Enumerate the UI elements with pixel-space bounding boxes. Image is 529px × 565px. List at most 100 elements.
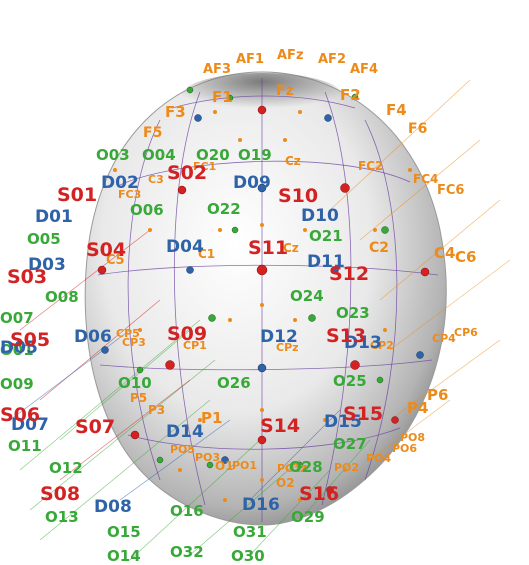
eeg-label: AF1 bbox=[236, 52, 264, 67]
eeg-label: F1 bbox=[212, 88, 233, 106]
eeg-label: PO5 bbox=[170, 443, 195, 456]
eeg-label: PO1 bbox=[232, 459, 257, 472]
eeg-label: FC3 bbox=[118, 188, 141, 201]
source-label: S08 bbox=[40, 483, 80, 505]
optode-label: O28 bbox=[289, 458, 323, 476]
detector-labels: D01 D02 D03 D04 D05 D06 D07 D08 D09 D10 … bbox=[0, 173, 382, 517]
optode-label: O03 bbox=[96, 146, 130, 164]
eeg-label: Cz bbox=[283, 241, 299, 255]
optode-label: O24 bbox=[290, 287, 324, 305]
source-label: S06 bbox=[0, 404, 40, 426]
source-label: S15 bbox=[343, 403, 383, 425]
optode-labels: O01 O03 O04 O05 O06 O07 O08 O09 O10 O11 … bbox=[0, 146, 370, 565]
eeg-label: P5 bbox=[130, 391, 147, 405]
eeg-label: P6 bbox=[427, 386, 448, 404]
eeg-label: CP2 bbox=[370, 339, 394, 352]
source-label: S12 bbox=[329, 263, 369, 285]
eeg-label: AF2 bbox=[318, 52, 346, 67]
electrode-dots bbox=[97, 86, 430, 502]
grid-lines bbox=[97, 78, 439, 522]
eeg-label: F6 bbox=[408, 121, 427, 137]
source-labels: S01 S02 S03 S04 S05 S06 S07 S08 S09 S10 … bbox=[0, 162, 383, 505]
optode-label: O06 bbox=[130, 201, 164, 219]
eeg-label: C1 bbox=[198, 247, 215, 261]
optode-label: O12 bbox=[49, 459, 83, 477]
source-label: S07 bbox=[75, 416, 115, 438]
eeg-label: PO2 bbox=[334, 461, 359, 474]
eeg-label: AF3 bbox=[203, 62, 231, 77]
eeg-label: CP1 bbox=[183, 339, 207, 352]
eeg-label: Fz bbox=[276, 83, 294, 99]
optode-label: O11 bbox=[8, 437, 42, 455]
eeg-label: PO6 bbox=[392, 442, 417, 455]
optode-label: O15 bbox=[107, 523, 141, 541]
optode-label: O25 bbox=[333, 372, 367, 390]
optode-label: O22 bbox=[207, 200, 241, 218]
eeg-label: Cz bbox=[285, 154, 301, 168]
eeg-label: CP3 bbox=[122, 336, 146, 349]
optode-label: O32 bbox=[170, 543, 204, 561]
optode-label: O20 bbox=[196, 146, 230, 164]
eeg-label: CP6 bbox=[454, 326, 478, 339]
detector-label: D12 bbox=[260, 327, 298, 347]
eeg-label: C6 bbox=[455, 248, 476, 266]
eeg-label: FC2 bbox=[358, 159, 383, 173]
detector-label: D14 bbox=[166, 422, 204, 442]
detector-label: D10 bbox=[301, 206, 339, 226]
optode-label: O29 bbox=[291, 508, 325, 526]
optode-label: O01 bbox=[0, 341, 34, 359]
optode-label: O13 bbox=[45, 508, 79, 526]
source-label: S13 bbox=[326, 325, 366, 347]
source-label: S04 bbox=[86, 239, 126, 261]
optode-label: O27 bbox=[333, 435, 367, 453]
detector-label: D02 bbox=[101, 173, 139, 193]
detector-label: D04 bbox=[166, 237, 204, 257]
detector-label: D05 bbox=[0, 338, 38, 358]
eeg-label: C4 bbox=[434, 244, 455, 262]
detector-label: D08 bbox=[94, 497, 132, 517]
eeg-label: P1 bbox=[201, 409, 222, 427]
detector-label: D13 bbox=[344, 333, 382, 353]
eeg-label: CP5 bbox=[116, 327, 140, 340]
eeg-label: PO8 bbox=[400, 431, 425, 444]
eeg-label: C3 bbox=[148, 173, 164, 186]
source-label: S02 bbox=[167, 162, 207, 184]
eeg-label: F3 bbox=[165, 103, 186, 121]
source-label: S11 bbox=[248, 237, 288, 259]
head-surface bbox=[84, 71, 447, 526]
eeg-label: F4 bbox=[386, 101, 407, 119]
eeg-label: FC6 bbox=[437, 183, 464, 198]
optode-label: O04 bbox=[142, 146, 176, 164]
eeg-label: P3 bbox=[148, 403, 165, 417]
eeg-label: P4 bbox=[407, 399, 428, 417]
optode-label: O14 bbox=[107, 547, 141, 565]
eeg-label: F5 bbox=[143, 125, 162, 141]
source-label: S14 bbox=[260, 415, 300, 437]
detector-label: D07 bbox=[11, 415, 49, 435]
eeg-label: FC4 bbox=[413, 172, 438, 186]
projection-lines bbox=[9, 79, 511, 561]
detector-label: D15 bbox=[324, 412, 362, 432]
eeg-label: FC1 bbox=[193, 160, 216, 173]
eeg-label: AFz bbox=[277, 48, 304, 63]
optode-label: O16 bbox=[170, 502, 204, 520]
detector-label: D01 bbox=[35, 207, 73, 227]
optode-label: O30 bbox=[231, 547, 265, 565]
eeg-label: PO3 bbox=[195, 451, 220, 464]
optode-label: O31 bbox=[233, 523, 267, 541]
detector-label: D09 bbox=[233, 173, 271, 193]
optode-label: O21 bbox=[309, 227, 343, 245]
source-label: S01 bbox=[57, 184, 97, 206]
optode-label: O26 bbox=[217, 374, 251, 392]
eeg-labels: AF1 AFz AF2 AF3 AF4 F1 Fz F2 F3 F4 F5 F6… bbox=[106, 48, 478, 490]
optode-label: O23 bbox=[336, 304, 370, 322]
detector-label: D16 bbox=[242, 495, 280, 515]
optode-label: O07 bbox=[0, 309, 34, 327]
eeg-label: C5 bbox=[106, 253, 125, 268]
optode-label: O05 bbox=[27, 230, 61, 248]
eeg-label: C2 bbox=[369, 240, 389, 256]
detector-label: D06 bbox=[74, 327, 112, 347]
eeg-label: Oz bbox=[290, 461, 307, 475]
eeg-label: POz bbox=[277, 462, 301, 475]
